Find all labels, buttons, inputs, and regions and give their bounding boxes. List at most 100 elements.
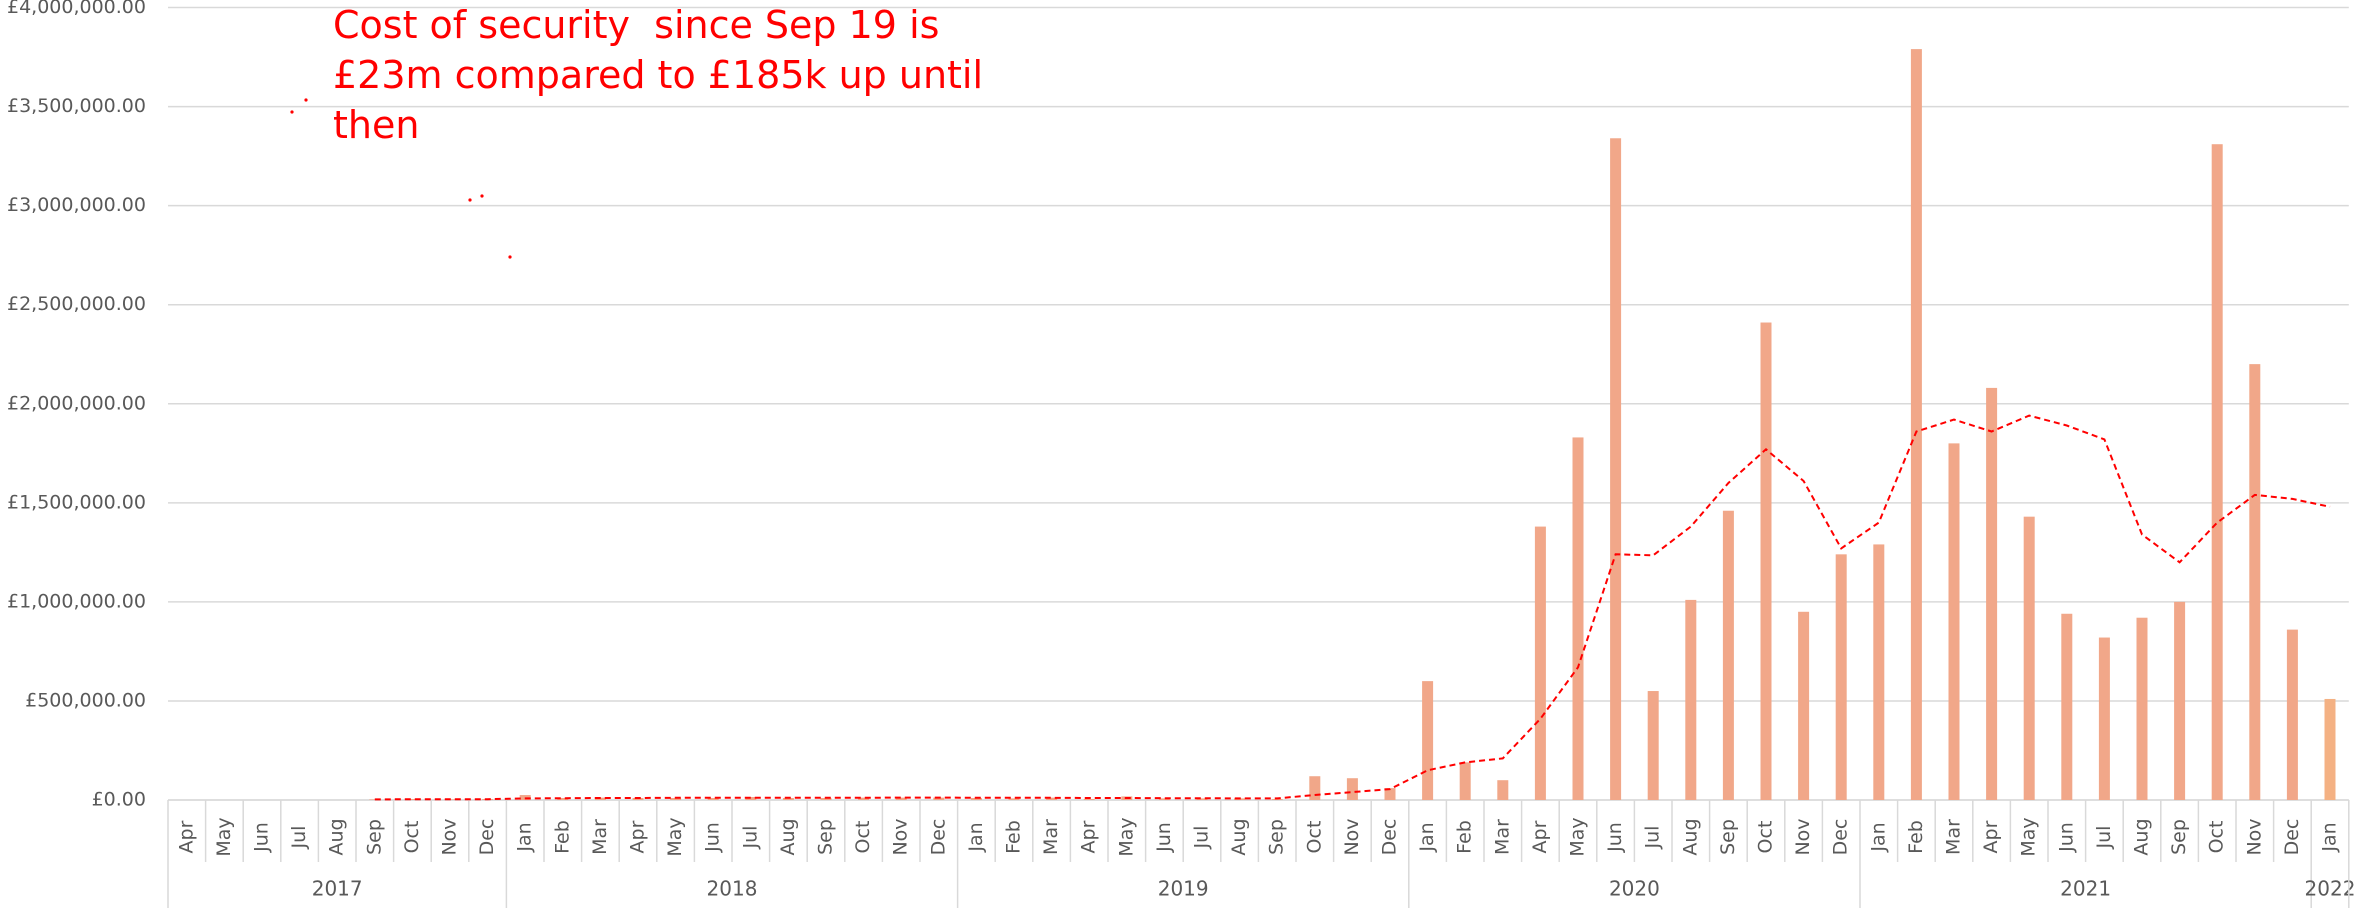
x-tick-label: Dec <box>476 819 498 856</box>
x-tick-label: Oct <box>1303 821 1325 854</box>
bar <box>1873 544 1885 800</box>
x-tick-label: Oct <box>401 821 423 854</box>
x-tick-label: Apr <box>627 820 649 853</box>
bar <box>895 797 907 800</box>
x-tick-label: Mar <box>1040 819 1062 855</box>
bar <box>1196 798 1208 800</box>
x-tick-label: Mar <box>589 819 611 855</box>
x-tick-label: Oct <box>852 821 874 854</box>
bar <box>1910 49 1922 800</box>
bar <box>369 799 381 800</box>
x-tick-label: Aug <box>326 818 348 855</box>
bar <box>2023 516 2035 800</box>
x-tick-label: May <box>1567 817 1589 856</box>
bar <box>970 798 982 800</box>
bar <box>707 798 719 800</box>
x-tick-label: Feb <box>1454 820 1476 854</box>
bar <box>1346 778 1358 800</box>
bar <box>1986 387 1998 800</box>
bar <box>1497 780 1509 800</box>
annotation-dots <box>290 98 512 259</box>
x-tick-label: Apr <box>1529 820 1551 853</box>
bar <box>1046 797 1058 800</box>
x-tick-label: May <box>1115 817 1137 856</box>
y-tick-label: £3,500,000.00 <box>7 95 146 117</box>
x-tick-label: Sep <box>815 819 837 855</box>
bar <box>2174 601 2186 800</box>
x-tick-label: Aug <box>1679 818 1701 855</box>
x-tick-label: Jan <box>1867 822 1889 852</box>
y-tick-label: £500,000.00 <box>25 689 146 711</box>
x-tick-label: Sep <box>2168 819 2190 855</box>
x-tick-label: Jul <box>1642 826 1664 850</box>
bar <box>2061 613 2073 800</box>
y-tick-label: £4,000,000.00 <box>7 0 146 18</box>
y-tick-label: £2,500,000.00 <box>7 293 146 315</box>
bar <box>557 798 569 800</box>
moving-average-line <box>374 414 2331 801</box>
x-tick-label: Sep <box>1717 819 1739 855</box>
x-tick-label: Nov <box>1792 818 1814 855</box>
x-tick-label: Jul <box>288 826 310 850</box>
year-label: 2020 <box>1609 877 1660 901</box>
bar <box>1158 798 1170 800</box>
x-tick-label: Jan <box>965 822 987 852</box>
y-tick-label: £1,000,000.00 <box>7 590 146 612</box>
bar <box>1798 611 1810 800</box>
bar <box>933 797 945 800</box>
annotation: then <box>333 103 419 147</box>
x-tick-label: Jun <box>251 822 273 853</box>
x-tick-label: Jun <box>1153 822 1175 853</box>
x-tick-label: Nov <box>890 818 912 855</box>
annotation: £23m compared to £185k up until <box>333 53 983 97</box>
bar <box>745 797 757 800</box>
year-label: 2017 <box>312 877 363 901</box>
x-tick-label: Dec <box>2281 819 2303 856</box>
bar <box>1572 437 1584 800</box>
bar <box>1459 762 1471 800</box>
x-tick-label: Jul <box>2093 826 2115 850</box>
y-tick-label: £2,000,000.00 <box>7 392 146 414</box>
year-label: 2018 <box>707 877 758 901</box>
bar <box>782 798 794 800</box>
annotation: Cost of security since Sep 19 is <box>333 3 939 47</box>
x-tick-label: Jan <box>514 822 536 852</box>
x-tick-label: Mar <box>1491 819 1513 855</box>
x-tick-label: Apr <box>175 820 197 853</box>
x-tick-label: Sep <box>363 819 385 855</box>
bar <box>2211 144 2223 801</box>
bar <box>632 798 644 800</box>
x-tick-label: Apr <box>1980 820 2002 853</box>
x-tick-label: May <box>664 817 686 856</box>
bar <box>670 798 682 800</box>
bar <box>1309 776 1321 800</box>
x-tick-label: May <box>2018 817 2040 856</box>
year-label: 2022 <box>2305 877 2356 901</box>
x-tick-label: Jul <box>739 826 761 850</box>
x-tick-label: Dec <box>927 819 949 856</box>
bar <box>1422 681 1434 800</box>
x-tick-label: Feb <box>551 820 573 854</box>
x-tick-label: Nov <box>2243 818 2265 855</box>
bar <box>1271 799 1283 800</box>
y-tick-label: £0.00 <box>92 789 146 811</box>
bar <box>406 799 418 800</box>
year-label: 2019 <box>1158 877 1209 901</box>
year-label: 2021 <box>2060 877 2111 901</box>
x-tick-label: Jan <box>1416 822 1438 852</box>
bar <box>1610 138 1622 800</box>
bar <box>2286 629 2298 800</box>
x-tick-label: Jun <box>2055 822 2077 853</box>
bar <box>858 797 870 800</box>
bar <box>2098 637 2110 800</box>
x-tick-label: Feb <box>1003 820 1025 854</box>
bar <box>1647 691 1659 800</box>
x-tick-label: Mar <box>1943 819 1965 855</box>
bar <box>820 798 832 800</box>
x-tick-label: Aug <box>777 818 799 855</box>
bar <box>2324 698 2336 800</box>
bar <box>1685 599 1697 800</box>
x-tick-label: Apr <box>1078 820 1100 853</box>
